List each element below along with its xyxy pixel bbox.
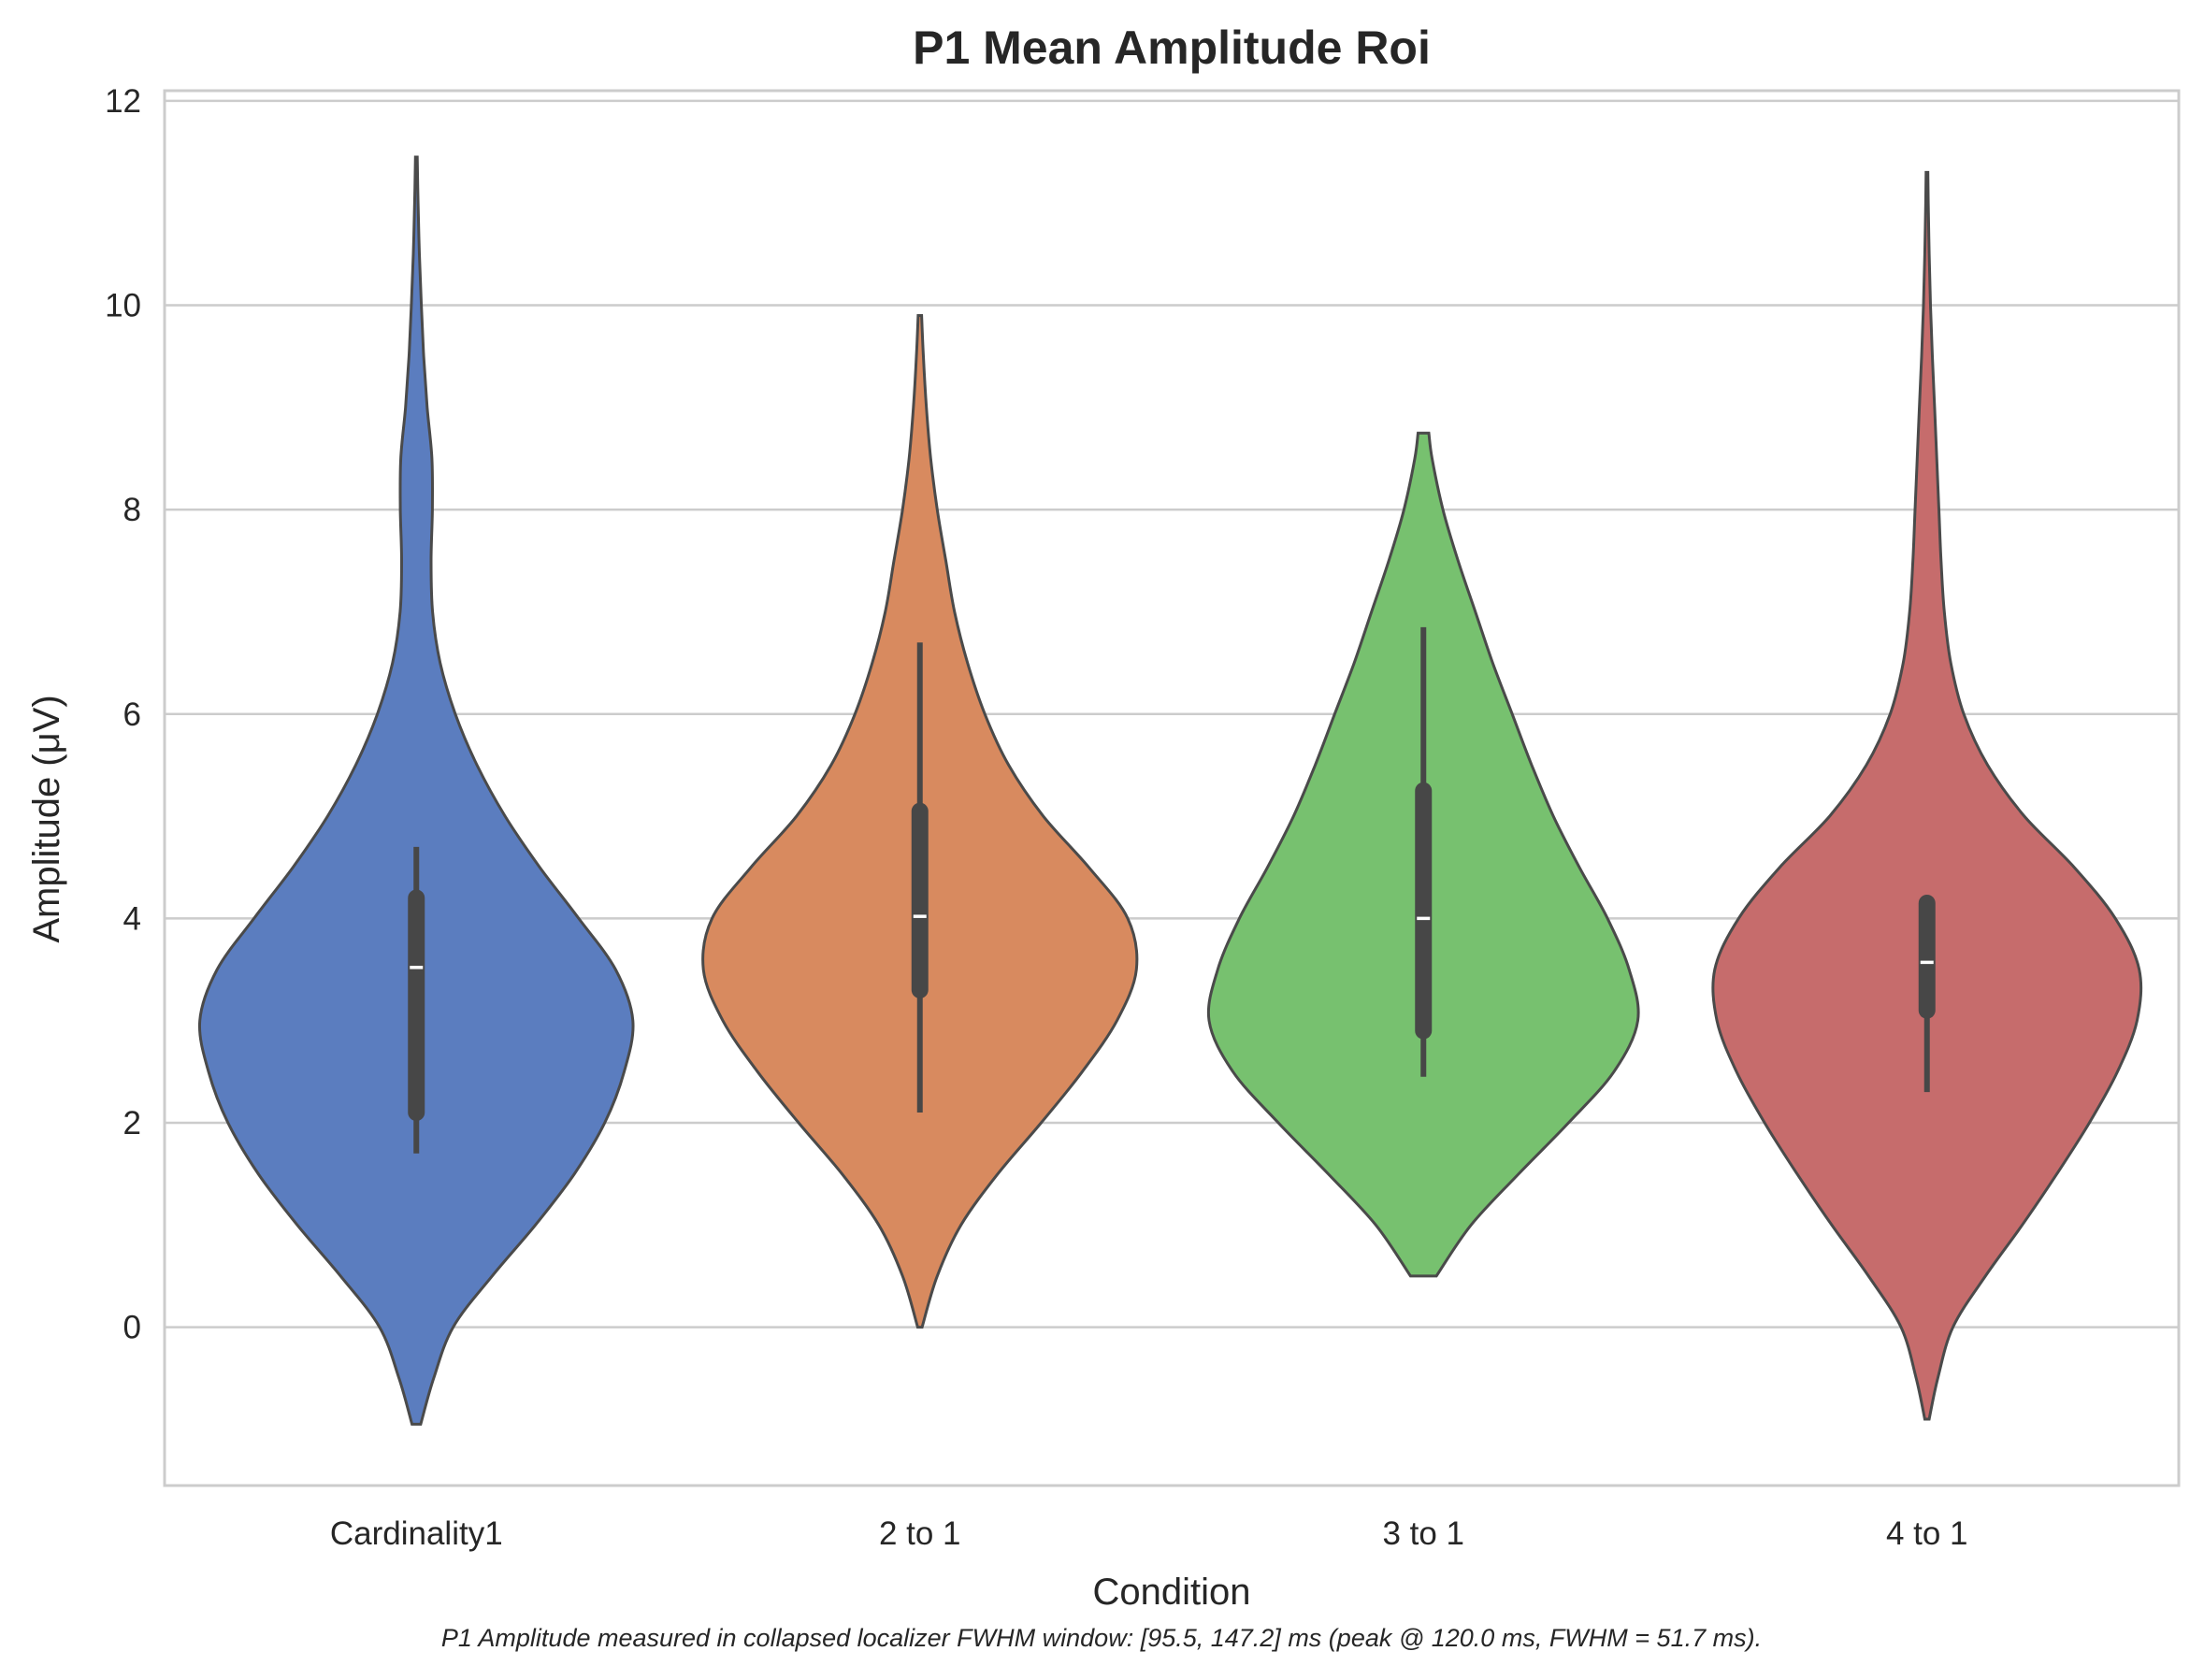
y-tick-label: 10 <box>105 288 141 324</box>
y-tick-label: 12 <box>105 83 141 120</box>
y-tick-label: 0 <box>123 1310 141 1346</box>
y-tick-label: 6 <box>123 696 141 733</box>
x-tick-labels: Cardinality1 2 to 1 3 to 1 4 to 1 <box>330 1515 1968 1552</box>
chart-title: P1 Mean Amplitude Roi <box>913 22 1431 74</box>
violin-body <box>1711 170 2143 1421</box>
x-tick-label: 4 to 1 <box>1886 1515 1968 1552</box>
y-tick-label: 8 <box>123 492 141 528</box>
plot-frame <box>163 89 2181 1487</box>
y-tick-labels: 0 2 4 6 8 10 12 <box>105 83 141 1346</box>
x-tick-label: 2 to 1 <box>879 1515 961 1552</box>
chart-caption: P1 Amplitude measured in collapsed local… <box>441 1624 1762 1652</box>
y-axis-label: Amplitude (μV) <box>26 695 67 942</box>
violin-2 <box>1206 431 1640 1278</box>
y-tick-label: 4 <box>123 900 141 937</box>
x-tick-label: Cardinality1 <box>330 1515 503 1552</box>
y-tick-label: 2 <box>123 1105 141 1142</box>
violin-3 <box>1711 170 2143 1421</box>
violins <box>197 155 2143 1426</box>
x-tick-label: 3 to 1 <box>1382 1515 1464 1552</box>
violin-0 <box>197 155 635 1426</box>
violin-body <box>197 155 635 1426</box>
x-axis-label: Condition <box>1092 1572 1250 1613</box>
violin-1 <box>701 314 1139 1329</box>
